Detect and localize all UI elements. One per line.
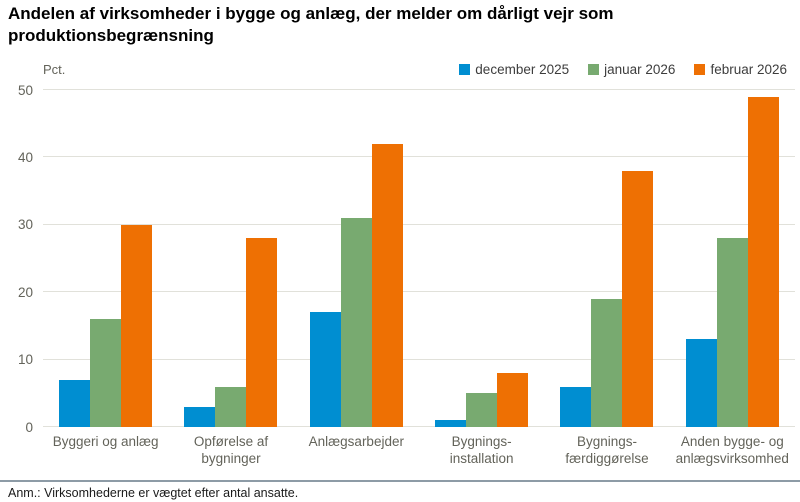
bar-februar-2026-bygnings-installation <box>497 373 529 427</box>
gridline-40 <box>43 156 795 158</box>
legend-label: januar 2026 <box>604 62 676 77</box>
legend-label: december 2025 <box>475 62 570 77</box>
legend-swatch-icon <box>459 64 471 75</box>
legend-item-december-2025: december 2025 <box>459 62 569 77</box>
bar-januar-2026-byggeri-og-anlæg <box>90 319 122 427</box>
footer-separator <box>0 480 800 482</box>
bar-group-bygnings-installation <box>419 90 544 427</box>
y-tick-label-50: 50 <box>17 82 33 98</box>
bar-januar-2026-bygnings-installation <box>466 393 498 427</box>
legend-label: februar 2026 <box>710 62 787 77</box>
x-label-bygnings-færdiggørelse: Bygnings- færdiggørelse <box>565 434 649 466</box>
bar-december-2025-byggeri-og-anlæg <box>59 379 91 427</box>
bar-februar-2026-byggeri-og-anlæg <box>121 224 153 427</box>
legend-item-januar-2026: januar 2026 <box>588 62 675 77</box>
legend-swatch-icon <box>588 64 600 75</box>
y-tick-label-40: 40 <box>17 149 33 165</box>
y-tick-label-20: 20 <box>17 284 33 300</box>
bar-januar-2026-opførelse-af-bygninger <box>215 386 247 427</box>
bar-group-opførelse-af-bygninger <box>168 90 293 427</box>
bar-december-2025-bygnings-installation <box>435 420 467 427</box>
bar-december-2025-opførelse-af-bygninger <box>184 406 216 427</box>
x-label-anden-bygge-og-anlægsvirksomhed: Anden bygge- og anlægsvirksomhed <box>675 434 789 466</box>
gridline-0 <box>43 426 795 427</box>
y-tick-label-10: 10 <box>17 351 33 367</box>
bar-december-2025-bygnings-færdiggørelse <box>560 386 592 427</box>
x-label-anlægsarbejder: Anlægsarbejder <box>308 434 404 449</box>
x-label-bygnings-installation: Bygnings- installation <box>449 434 514 466</box>
legend-item-februar-2026: februar 2026 <box>694 62 787 77</box>
bar-januar-2026-bygnings-færdiggørelse <box>591 298 623 427</box>
bar-december-2025-anden-bygge-og-anlægsvirksomhed <box>685 339 717 427</box>
bar-group-anden-bygge-og-anlægsvirksomhed <box>670 90 795 427</box>
gridline-30 <box>43 223 795 225</box>
bar-januar-2026-anlægsarbejder <box>340 218 372 427</box>
footnote: Anm.: Virksomhederne er vægtet efter ant… <box>8 486 299 500</box>
bar-groups <box>43 90 795 427</box>
x-axis: Byggeri og anlæg Opførelse af bygninger An… <box>43 433 795 467</box>
bar-december-2025-anlægsarbejder <box>309 312 341 427</box>
bar-februar-2026-anden-bygge-og-anlægsvirksomhed <box>747 96 779 427</box>
gridline-20 <box>43 291 795 293</box>
chart-legend: december 2025 januar 2026 februar 2026 <box>459 62 787 77</box>
y-tick-label-0: 0 <box>25 419 33 435</box>
bar-januar-2026-anden-bygge-og-anlægsvirksomhed <box>716 238 748 427</box>
bar-group-byggeri-og-anlæg <box>43 90 168 427</box>
bar-group-anlægsarbejder <box>294 90 419 427</box>
x-label-byggeri-og-anlæg: Byggeri og anlæg <box>52 434 159 449</box>
gridline-10 <box>43 358 795 360</box>
y-tick-label-30: 30 <box>17 217 33 233</box>
gridline-50 <box>43 89 795 90</box>
legend-swatch-icon <box>694 64 706 75</box>
y-axis: 0 10 20 30 40 50 <box>0 83 33 433</box>
bar-februar-2026-bygnings-færdiggørelse <box>622 170 654 427</box>
bar-februar-2026-anlægsarbejder <box>371 143 403 427</box>
bar-group-bygnings-færdiggørelse <box>544 90 669 427</box>
x-label-opførelse-af-bygninger: Opførelse af bygninger <box>193 434 269 466</box>
chart-title: Andelen af virksomheder i bygge og anlæg… <box>8 4 614 45</box>
bar-februar-2026-opførelse-af-bygninger <box>246 238 278 427</box>
y-axis-unit-label: Pct. <box>43 62 66 77</box>
plot-area <box>43 89 795 427</box>
